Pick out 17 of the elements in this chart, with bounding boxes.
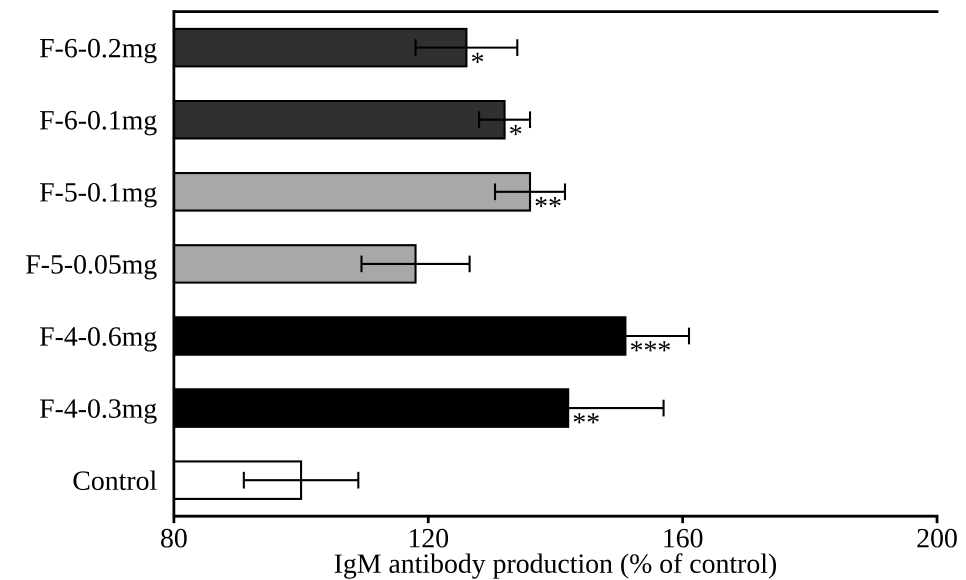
x-tick-label: 160 [664, 528, 702, 548]
y-tick-label: F-6-0.1mg [40, 110, 157, 136]
annotation: ** [574, 413, 599, 424]
y-tick-label: F-5-0.1mg [40, 182, 157, 208]
y-tick-label: F-5-0.05mg [26, 255, 157, 280]
y-tick-label: Control [73, 470, 157, 490]
y-tick-label: F-4-0.3mg [40, 399, 157, 424]
x-tick-label: 80 [161, 528, 187, 548]
x-tick-label: 200 [917, 528, 957, 548]
x-tick-label: 120 [410, 528, 448, 548]
annotation: ** [536, 196, 561, 208]
y-tick-label: F-4-0.6mg [40, 327, 157, 352]
annotation: *** [630, 341, 670, 352]
x-axis-title: IgM antibody production (% of control) [334, 553, 776, 579]
annotation: * [510, 124, 522, 136]
annotation: * [472, 52, 484, 63]
y-tick-label: F-6-0.2mg [40, 38, 157, 64]
